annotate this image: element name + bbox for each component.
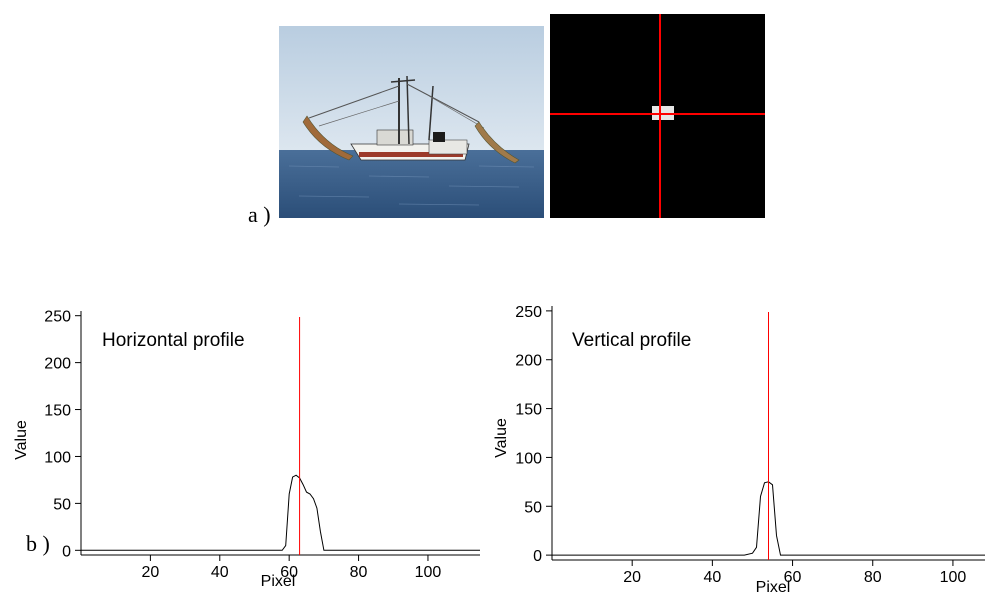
- sky: [279, 26, 544, 150]
- chart-title: Horizontal profile: [102, 330, 245, 351]
- wave-texture: [288, 165, 535, 206]
- y-tick-label: 0: [62, 543, 71, 560]
- panel-label-b: b ): [26, 531, 50, 556]
- chart-title: Vertical profile: [572, 330, 691, 351]
- x-tick-label: 40: [211, 564, 229, 581]
- x-axis-label: Pixel: [756, 579, 791, 596]
- y-tick-label: 250: [44, 309, 71, 326]
- panel-label-a: a ): [248, 202, 271, 227]
- y-tick-label: 150: [44, 403, 71, 420]
- x-axis-label: Pixel: [261, 573, 296, 590]
- x-tick-label: 60: [280, 564, 298, 581]
- x-tick-label: 20: [141, 564, 159, 581]
- y-tick-label: 0: [533, 548, 542, 565]
- x-tick-label: 40: [703, 569, 721, 586]
- vertical-profile-chart: Vertical profile Pixel Value 0 50 100 150 20…: [493, 304, 985, 596]
- saliency-map: [550, 14, 765, 218]
- trawler-boat: [302, 75, 520, 164]
- y-tick-label: 50: [53, 496, 71, 513]
- y-tick-label: 50: [524, 499, 542, 516]
- y-tick-label: 100: [515, 450, 542, 467]
- profile-line: [552, 481, 985, 556]
- y-axis-label: Value: [493, 418, 510, 458]
- y-tick-label: 100: [44, 449, 71, 466]
- y-tick-label: 150: [515, 402, 542, 419]
- x-tick-label: 80: [864, 569, 882, 586]
- x-tick-label: 80: [350, 564, 368, 581]
- sea: [279, 150, 544, 218]
- y-tick-label: 250: [515, 304, 542, 321]
- horizontal-profile-chart: Horizontal profile Pixel Value 0 50 100 150…: [13, 309, 480, 590]
- y-tick-label: 200: [44, 356, 71, 373]
- y-axis-label: Value: [13, 420, 30, 460]
- shrimp-trawler-photo: [279, 26, 544, 218]
- x-tick-label: 100: [415, 564, 442, 581]
- x-tick-label: 100: [940, 569, 967, 586]
- profile-line: [81, 474, 480, 551]
- x-tick-label: 60: [784, 569, 802, 586]
- x-tick-label: 20: [623, 569, 641, 586]
- y-tick-label: 200: [515, 353, 542, 370]
